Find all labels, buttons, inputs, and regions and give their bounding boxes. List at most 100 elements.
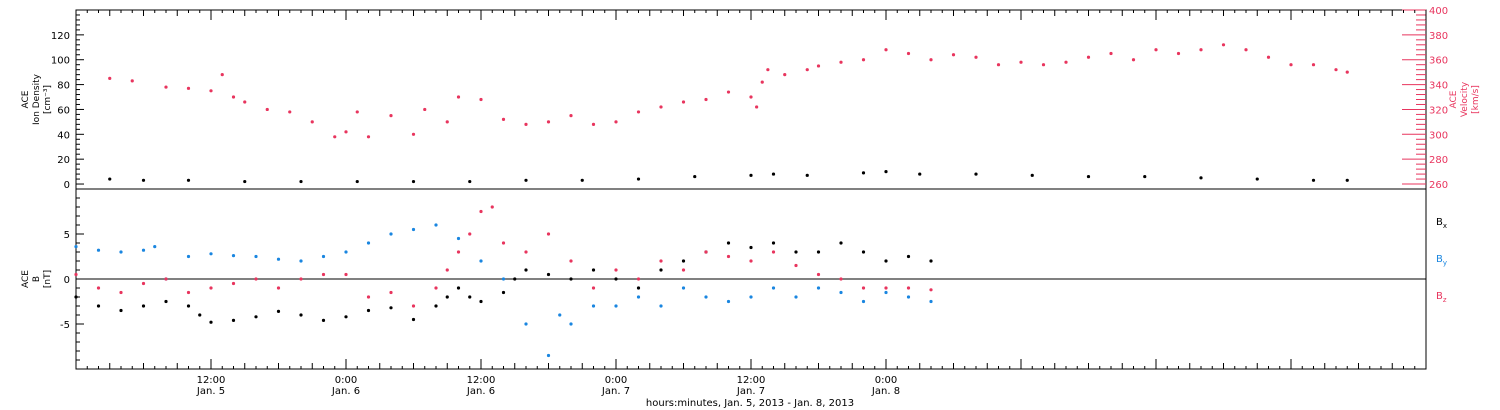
velocity-point — [996, 63, 1001, 67]
by-point — [884, 290, 888, 295]
velocity-point — [1345, 70, 1349, 74]
by-point — [906, 295, 911, 299]
x-tick-time-label: 12:00 — [467, 375, 496, 386]
density-tick-label: 120 — [51, 31, 70, 42]
velocity-tick-label: 260 — [1429, 180, 1448, 191]
velocity-tick-label: 400 — [1429, 6, 1448, 17]
velocity-point — [755, 105, 759, 109]
legend-by: By — [1436, 254, 1447, 267]
by-point — [681, 286, 686, 290]
bx-point — [884, 259, 888, 263]
by-point — [524, 322, 528, 326]
bz-point — [929, 288, 933, 292]
by-point — [636, 295, 641, 299]
bx-point — [468, 295, 472, 299]
bz-point — [816, 272, 821, 277]
velocity-point — [243, 100, 247, 104]
by-point — [569, 322, 573, 326]
by-point — [456, 236, 461, 241]
bx-point — [614, 277, 618, 281]
velocity-tick-label: 340 — [1429, 81, 1448, 92]
bz-point — [839, 277, 843, 281]
density-point — [186, 178, 191, 182]
x-tick-date-label: Jan. 7 — [736, 386, 765, 397]
velocity-point — [310, 120, 314, 124]
velocity-point — [929, 58, 933, 62]
bz-point — [231, 281, 236, 286]
velocity-point — [884, 48, 888, 52]
bz-point — [490, 205, 494, 209]
bz-point — [434, 286, 438, 290]
velocity-axis-title-line: ACE — [1449, 90, 1459, 108]
velocity-tick-label: 280 — [1429, 155, 1448, 166]
x-tick-date-label: Jan. 7 — [601, 386, 630, 397]
density-point — [693, 174, 697, 179]
velocity-point — [614, 120, 618, 124]
velocity-point — [1266, 55, 1271, 59]
velocity-point — [1154, 48, 1158, 52]
density-point — [771, 172, 776, 176]
bz-point — [456, 250, 461, 254]
by-point — [74, 245, 78, 249]
velocity-point — [411, 132, 416, 136]
bz-point — [119, 290, 123, 295]
panel-frames — [75, 9, 1427, 370]
density-tick-label: 20 — [57, 155, 70, 166]
velocity-point — [164, 85, 168, 89]
velocity-point — [749, 95, 753, 99]
bz-point — [591, 286, 596, 290]
velocity-point — [906, 51, 911, 56]
by-point — [726, 299, 731, 304]
density-tick-label: 40 — [57, 130, 70, 141]
velocity-point — [1086, 55, 1091, 59]
bx-point — [231, 318, 236, 322]
bx-point — [659, 268, 663, 272]
by-point — [96, 248, 101, 252]
density-point — [918, 172, 922, 176]
by-point — [411, 227, 416, 232]
velocity-point — [220, 73, 224, 77]
bz-point — [794, 263, 798, 268]
velocity-point — [1131, 58, 1136, 62]
bz-point — [445, 268, 449, 272]
velocity-point — [108, 76, 112, 80]
by-point — [344, 250, 348, 254]
velocity-point — [636, 110, 641, 114]
by-point — [771, 286, 776, 290]
density-point — [1199, 176, 1203, 180]
density-point — [108, 177, 112, 181]
bz-point — [74, 272, 78, 277]
by-point — [501, 277, 506, 281]
bx-point — [501, 290, 506, 295]
velocity-point — [1041, 63, 1046, 67]
by-point — [299, 259, 303, 263]
density-tick-label: 100 — [51, 56, 70, 67]
velocity-point — [1221, 43, 1226, 47]
velocity-point — [1244, 48, 1248, 52]
by-point — [321, 254, 326, 259]
by-point — [816, 286, 821, 290]
x-axis-title: hours:minutes, Jan. 5, 2013 - Jan. 8, 20… — [646, 398, 854, 409]
density-point — [974, 172, 978, 176]
bx-point — [929, 259, 933, 263]
bz-point — [861, 286, 866, 290]
x-tick-date-label: Jan. 5 — [196, 386, 225, 397]
bz-point — [276, 286, 281, 290]
velocity-point — [1019, 60, 1023, 64]
bx-point — [389, 306, 393, 310]
by-point — [209, 252, 213, 256]
density-point — [411, 179, 416, 184]
velocity-point — [704, 97, 708, 102]
x-tick-time-label: 12:00 — [197, 375, 226, 386]
velocity-point — [524, 122, 528, 126]
bx-point — [816, 250, 821, 254]
bx-point — [209, 320, 213, 324]
velocity-point — [333, 135, 337, 139]
bx-point — [96, 304, 101, 308]
b-tick-label: -5 — [60, 320, 70, 331]
velocity-point — [681, 100, 686, 104]
velocity-point — [1176, 51, 1181, 56]
bx-point — [74, 295, 78, 299]
density-point — [1030, 173, 1034, 177]
